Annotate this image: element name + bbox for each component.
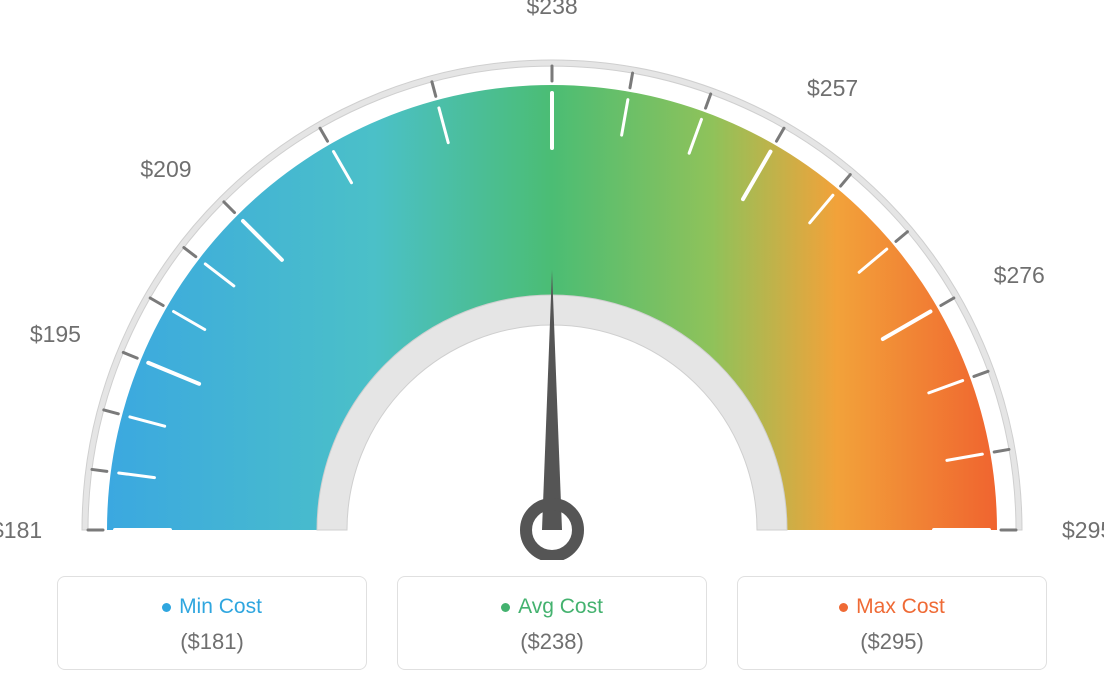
- legend-value-avg: ($238): [398, 629, 706, 655]
- legend-dot-min: [162, 603, 171, 612]
- gauge-tick-label: $276: [994, 262, 1045, 289]
- legend-dot-avg: [501, 603, 510, 612]
- legend-label-avg: Avg Cost: [518, 595, 603, 619]
- gauge-chart: $181 $195 $209 $238 $257 $276 $295: [0, 0, 1104, 560]
- gauge-svg: [0, 0, 1104, 560]
- legend-title-max: Max Cost: [839, 595, 945, 619]
- legend-value-min: ($181): [58, 629, 366, 655]
- legend-card-avg: Avg Cost ($238): [397, 576, 707, 670]
- gauge-tick-label: $295: [1062, 517, 1104, 544]
- legend-value-max: ($295): [738, 629, 1046, 655]
- gauge-tick-label: $181: [0, 517, 42, 544]
- legend-title-avg: Avg Cost: [501, 595, 603, 619]
- gauge-tick-label: $257: [807, 75, 858, 102]
- legend-card-max: Max Cost ($295): [737, 576, 1047, 670]
- gauge-tick-label: $195: [30, 321, 81, 348]
- gauge-tick-label: $209: [140, 156, 191, 183]
- gauge-tick-label: $238: [527, 0, 578, 20]
- legend-label-max: Max Cost: [856, 595, 945, 619]
- legend-title-min: Min Cost: [162, 595, 262, 619]
- legend-label-min: Min Cost: [179, 595, 262, 619]
- legend-card-min: Min Cost ($181): [57, 576, 367, 670]
- legend-dot-max: [839, 603, 848, 612]
- legend-row: Min Cost ($181) Avg Cost ($238) Max Cost…: [0, 576, 1104, 670]
